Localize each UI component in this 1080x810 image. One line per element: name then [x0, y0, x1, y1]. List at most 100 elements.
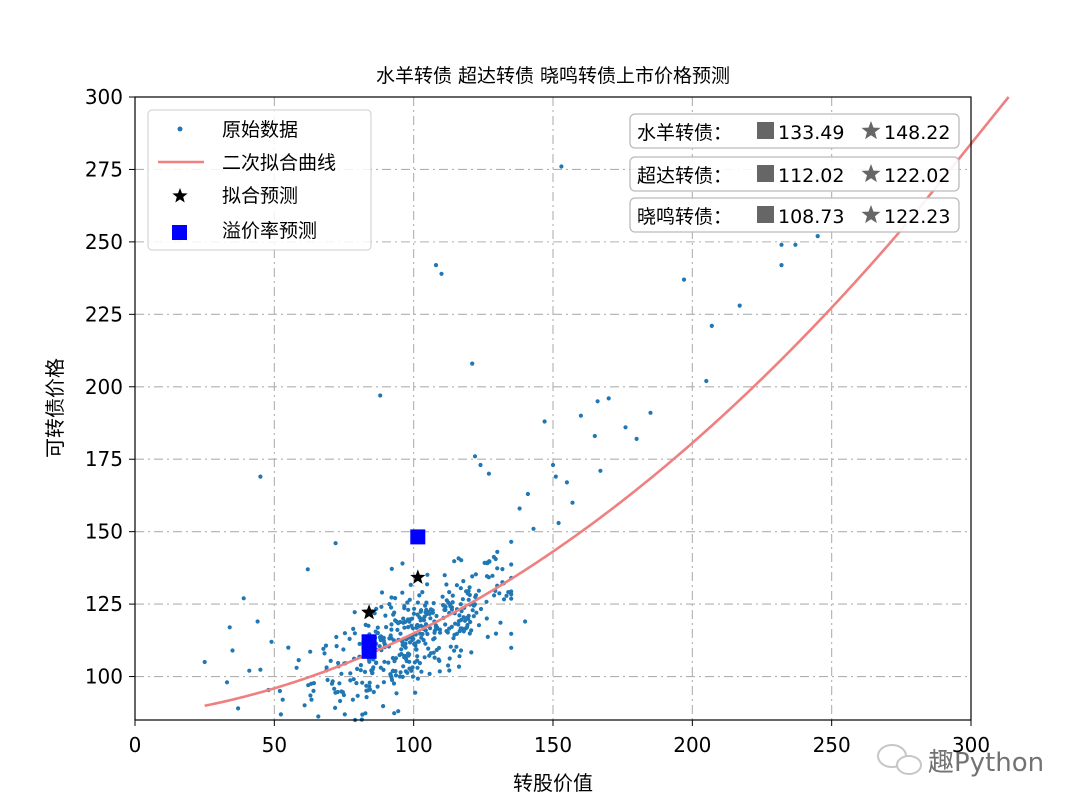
x-tick-label: 300 [952, 733, 990, 757]
data-point [347, 636, 352, 642]
data-point [493, 631, 499, 636]
annotation-3-sep: ： [713, 206, 732, 228]
data-point [428, 616, 433, 621]
data-point [362, 669, 368, 675]
data-point [241, 596, 246, 601]
data-point [428, 626, 433, 631]
data-point [350, 697, 355, 702]
data-point [564, 480, 570, 485]
data-point [398, 631, 403, 636]
data-point [415, 600, 420, 605]
data-point [358, 668, 363, 673]
data-point [342, 631, 347, 636]
annotation-2-square-value: 112.02 [778, 165, 844, 187]
data-point [296, 658, 301, 663]
annotation-1-sep: ： [713, 122, 732, 144]
axis-ticks: 0 50 100 150 200 250 300 100 125 150 175 200 225 250 2… [85, 85, 990, 757]
data-point [351, 677, 356, 682]
data-point [509, 592, 514, 597]
data-point [391, 681, 397, 686]
data-point [341, 692, 346, 698]
data-point [324, 665, 329, 670]
annotation-3: 晓鸣转债 ： 108.73 122.23 [629, 197, 960, 233]
data-point [525, 491, 531, 497]
data-point [401, 616, 406, 621]
y-tick-label: 100 [85, 665, 123, 689]
data-point [378, 393, 383, 398]
data-point [322, 651, 327, 656]
data-point [469, 628, 474, 633]
data-point [432, 655, 437, 660]
data-point [490, 573, 495, 578]
data-point [447, 626, 452, 631]
data-point [417, 615, 422, 620]
data-point [495, 566, 500, 571]
legend-label-star: 拟合预测 [222, 185, 298, 207]
data-point [302, 703, 307, 708]
data-point [367, 680, 372, 685]
data-point [491, 554, 496, 560]
data-point [426, 646, 431, 651]
data-point [400, 561, 405, 566]
data-point [325, 677, 330, 683]
data-point [779, 242, 784, 247]
data-point [363, 711, 368, 716]
data-point [358, 663, 363, 668]
data-point [401, 620, 406, 625]
wechat-icon [877, 744, 922, 775]
premium-prediction-square [410, 529, 426, 545]
data-point [458, 648, 464, 653]
fit-curve-line [204, 96, 1010, 708]
data-point [280, 697, 285, 702]
data-point [634, 436, 639, 441]
data-point [311, 688, 316, 694]
data-point [444, 582, 449, 587]
data-point [410, 626, 415, 631]
data-point [393, 618, 398, 623]
data-point [440, 594, 445, 599]
y-tick-label: 175 [85, 447, 123, 471]
data-point [354, 681, 359, 686]
data-point [417, 593, 422, 598]
data-point [392, 610, 397, 615]
data-point [470, 574, 475, 579]
data-point [258, 667, 263, 672]
annotation-2-square-icon [757, 165, 774, 182]
data-point [432, 630, 437, 635]
data-point [423, 641, 428, 646]
premium-prediction-square [361, 643, 377, 659]
data-point [542, 419, 547, 424]
data-point [470, 608, 475, 613]
data-point [570, 500, 575, 505]
data-point [383, 613, 388, 618]
data-point [384, 625, 389, 630]
y-tick-label: 125 [85, 592, 123, 616]
legend-star-icon [172, 188, 188, 203]
data-point [472, 602, 478, 607]
data-point [509, 562, 514, 567]
x-tick-label: 250 [813, 733, 851, 757]
data-point [338, 698, 343, 704]
data-point [418, 631, 423, 636]
data-point [387, 602, 392, 607]
data-point [427, 671, 432, 677]
data-point [606, 396, 611, 401]
data-point [202, 659, 207, 665]
data-point [447, 590, 452, 595]
x-axis-label: 转股价值 [513, 771, 593, 795]
data-point [333, 541, 338, 546]
data-point [392, 711, 397, 716]
data-point [336, 660, 341, 666]
data-point [391, 668, 396, 673]
data-point [360, 680, 365, 685]
data-point [413, 690, 418, 695]
data-point [478, 606, 484, 612]
data-point [417, 661, 422, 666]
data-point [227, 625, 232, 630]
data-point [389, 622, 394, 627]
data-point [443, 622, 448, 627]
data-point [793, 242, 798, 247]
data-point [407, 619, 412, 624]
data-point [504, 593, 509, 598]
data-point [410, 616, 415, 621]
